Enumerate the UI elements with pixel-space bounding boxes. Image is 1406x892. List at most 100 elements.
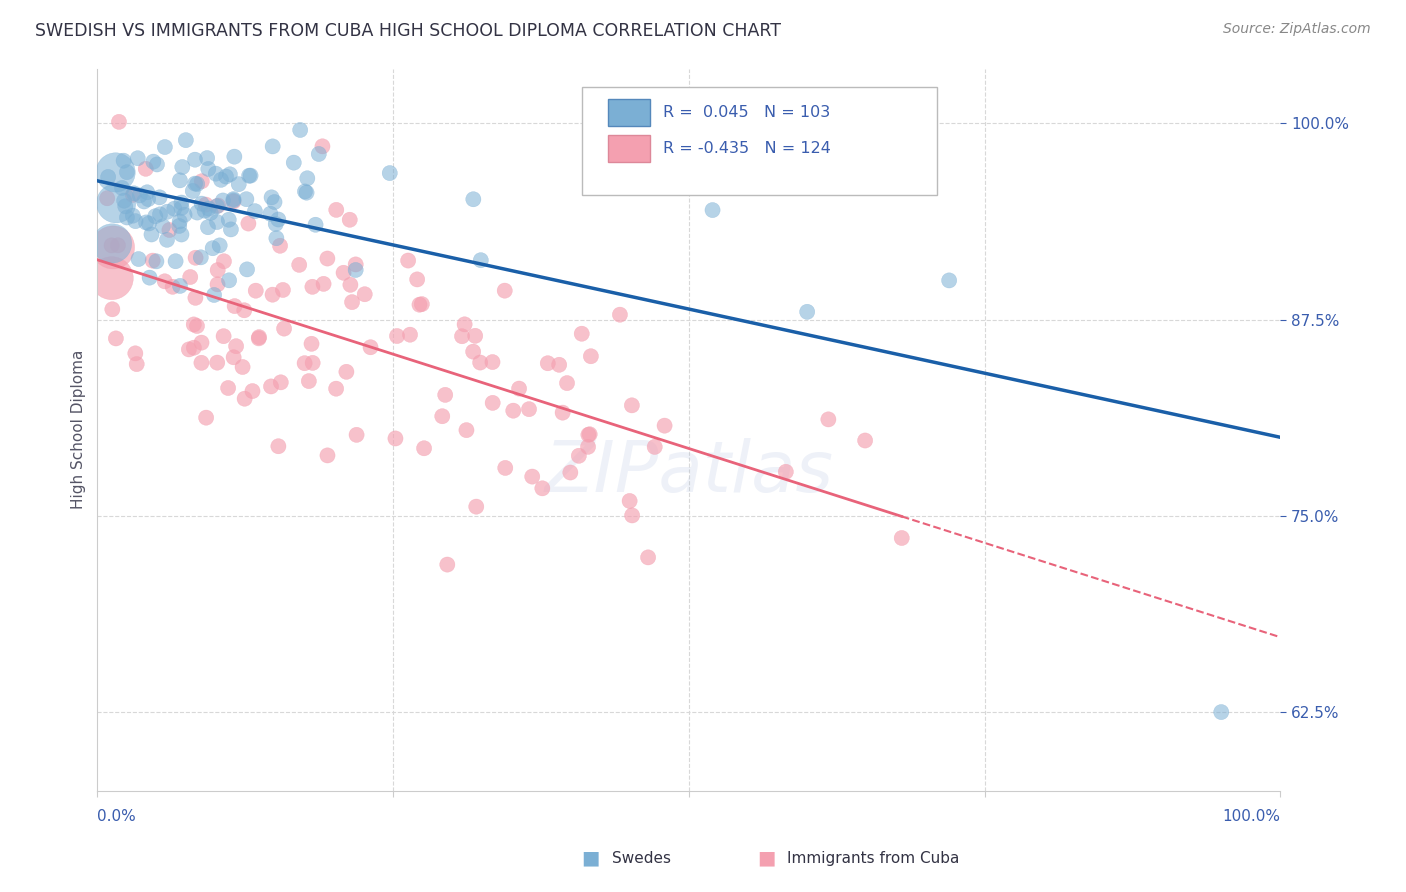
Point [101, 302, 124, 317]
Point [186, 205, 208, 219]
Point [316, 252, 339, 266]
Point [481, 355, 503, 369]
Point [494, 284, 516, 298]
Point [207, 277, 229, 292]
Point [938, 273, 960, 287]
Point [239, 169, 262, 183]
Point [215, 169, 238, 184]
Point [385, 329, 408, 343]
Point [101, 236, 124, 251]
Point [121, 187, 143, 202]
Point [132, 194, 155, 209]
Point [156, 233, 179, 247]
Point [122, 186, 145, 201]
Point [190, 196, 212, 211]
Point [297, 171, 319, 186]
Point [621, 508, 644, 523]
Point [218, 212, 240, 227]
Point [346, 427, 368, 442]
Point [222, 351, 245, 365]
Point [174, 133, 197, 147]
Point [453, 318, 475, 332]
Point [620, 398, 643, 412]
Point [312, 277, 335, 291]
Point [195, 410, 218, 425]
Point [434, 388, 457, 402]
Point [301, 336, 323, 351]
Point [555, 376, 578, 390]
Point [578, 427, 600, 442]
Point [264, 217, 287, 231]
Point [114, 199, 136, 213]
Point [163, 202, 186, 216]
Point [183, 341, 205, 355]
Point [207, 263, 229, 277]
Point [190, 356, 212, 370]
Point [125, 357, 148, 371]
Point [146, 157, 169, 171]
Point [378, 166, 401, 180]
Point [494, 461, 516, 475]
Point [360, 340, 382, 354]
Point [301, 280, 323, 294]
Point [551, 406, 574, 420]
Point [104, 165, 127, 179]
Point [107, 238, 129, 252]
Point [128, 252, 150, 266]
Point [167, 219, 190, 233]
Point [247, 330, 270, 344]
Point [481, 396, 503, 410]
Point [531, 481, 554, 495]
Point [205, 215, 228, 229]
Point [169, 279, 191, 293]
Point [288, 123, 311, 137]
Text: Source: ZipAtlas.com: Source: ZipAtlas.com [1223, 22, 1371, 37]
Point [890, 531, 912, 545]
FancyBboxPatch shape [609, 135, 650, 162]
Point [238, 217, 260, 231]
Text: 100.0%: 100.0% [1222, 809, 1281, 824]
Point [153, 274, 176, 288]
Point [853, 434, 876, 448]
Point [406, 272, 429, 286]
Point [325, 382, 347, 396]
Point [177, 343, 200, 357]
Point [548, 358, 571, 372]
Point [619, 494, 641, 508]
Point [311, 139, 333, 153]
Point [183, 318, 205, 332]
Point [266, 231, 288, 245]
Point [195, 151, 218, 165]
Point [156, 204, 179, 219]
Point [262, 139, 284, 153]
Point [517, 402, 540, 417]
Point [181, 184, 204, 198]
Point [508, 382, 530, 396]
Point [637, 550, 659, 565]
Point [259, 207, 281, 221]
Point [152, 219, 174, 234]
Point [335, 365, 357, 379]
Point [243, 204, 266, 219]
Point [219, 167, 242, 181]
Point [263, 195, 285, 210]
Point [465, 500, 488, 514]
Point [273, 321, 295, 335]
Point [576, 440, 599, 454]
Point [271, 283, 294, 297]
Point [197, 202, 219, 216]
Point [236, 262, 259, 277]
Point [179, 270, 201, 285]
Point [579, 349, 602, 363]
Point [194, 197, 217, 211]
Point [165, 254, 187, 268]
Point [316, 449, 339, 463]
Point [124, 346, 146, 360]
Point [124, 214, 146, 228]
Point [197, 220, 219, 235]
Point [173, 208, 195, 222]
Point [225, 339, 247, 353]
Point [270, 376, 292, 390]
Point [568, 449, 591, 463]
Point [207, 356, 229, 370]
